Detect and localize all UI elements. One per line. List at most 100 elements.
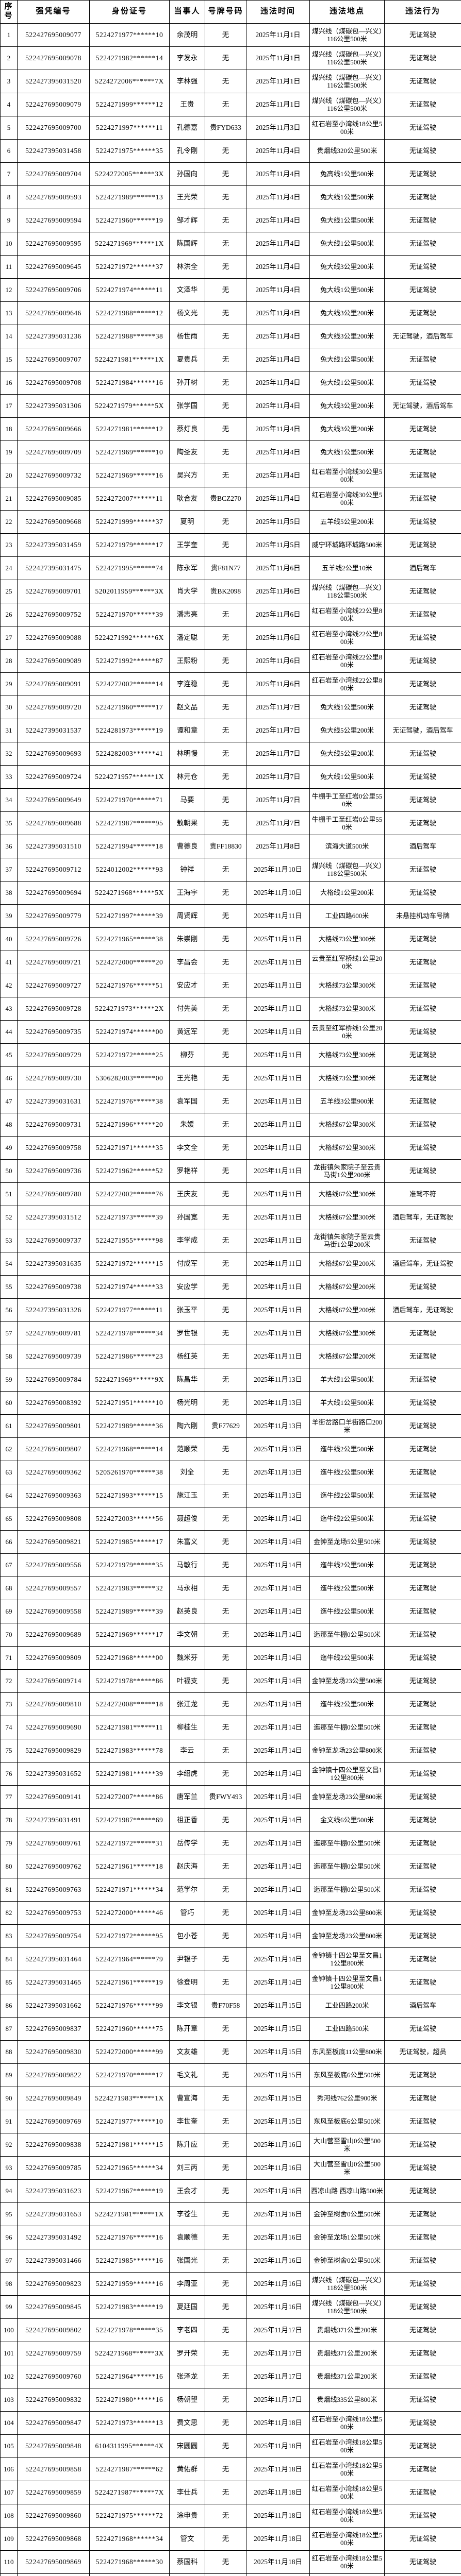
cell-violation-location: 兔大线1公里500米: [309, 278, 385, 302]
cell-violation-behavior: 无证驾驶: [384, 2156, 461, 2180]
cell-index: 26: [0, 603, 18, 626]
cell-violation-location: 兔大线3公里200米: [309, 325, 385, 348]
cell-id-number: 5224271973******13: [89, 2411, 170, 2435]
cell-index: 22: [0, 510, 18, 534]
cell-index: 4: [0, 93, 18, 116]
table-row: 75 522427695009829 5224271983******78 李云无 20…: [0, 1739, 461, 1762]
cell-id-number: 5224271976******99: [89, 1994, 170, 2018]
table-row: 30 522427695009720 5224271960******17 赵文品无 2…: [0, 696, 461, 719]
cell-violation-time: 2025年11月4日: [246, 440, 310, 464]
cell-plate-number: 无: [205, 1577, 246, 1600]
cell-index: 59: [0, 1368, 18, 1392]
cell-voucher-number: 522427695009808: [17, 1507, 90, 1531]
cell-index: 75: [0, 1739, 18, 1762]
cell-id-number: 5224271997******39: [89, 904, 170, 928]
table-row: 24 522427395031475 5224271995******74 陈永军 贵F…: [0, 556, 461, 580]
cell-violation-location: 贵烟线320公里500米: [309, 139, 385, 163]
cell-party-name: 谭和章: [169, 719, 205, 742]
cell-id-number: 5224271957******1X: [89, 765, 170, 789]
cell-violation-location: 红石岩至小湾线18公里500米: [309, 2550, 385, 2574]
cell-violation-time: 2025年11月4日: [246, 325, 310, 348]
cell-violation-behavior: 无证驾驶: [384, 46, 461, 70]
cell-voucher-number: 522427695009668: [17, 510, 90, 534]
cell-index: 19: [0, 440, 18, 464]
cell-plate-number: 无: [205, 510, 246, 534]
cell-party-name: 杨光明: [169, 1391, 205, 1415]
cell-voucher-number: 522427695009714: [17, 1669, 90, 1693]
cell-plate-number: 无: [205, 325, 246, 348]
cell-index: 80: [0, 1855, 18, 1878]
cell-id-number: 5224271965******38: [89, 927, 170, 951]
cell-violation-time: 2025年11月4日: [246, 464, 310, 487]
cell-party-name: 朱媛: [169, 1113, 205, 1137]
cell-index: 90: [0, 2087, 18, 2110]
cell-party-name: 付先美: [169, 997, 205, 1021]
cell-violation-behavior: 无证驾驶: [384, 2179, 461, 2203]
cell-plate-number: 无: [205, 2458, 246, 2481]
cell-violation-time: 2025年11月18日: [246, 2504, 310, 2528]
cell-violation-location: 红石岩至小湾线30公里500米: [309, 487, 385, 511]
table-row: 44 522427695009735 5224271974******00 黄远军无 2…: [0, 1020, 461, 1044]
cell-voucher-number: 522427695009752: [17, 603, 90, 626]
cell-voucher-number: 522427395031306: [17, 394, 90, 418]
cell-plate-number: 无: [205, 2156, 246, 2180]
cell-plate-number: 贵FYD633: [205, 116, 246, 140]
cell-index: 63: [0, 1461, 18, 1484]
cell-index: 25: [0, 580, 18, 603]
cell-id-number: 5224271955******98: [89, 1229, 170, 1252]
cell-violation-time: 2025年11月17日: [246, 2342, 310, 2365]
cell-voucher-number: 522427695009088: [17, 626, 90, 650]
cell-violation-time: 2025年11月11日: [246, 927, 310, 951]
cell-violation-time: 2025年11月4日: [246, 185, 310, 209]
cell-index: 6: [0, 139, 18, 163]
cell-violation-behavior: 无证驾驶: [384, 417, 461, 441]
cell-index: 42: [0, 974, 18, 997]
cell-violation-behavior: 无证驾驶: [384, 1669, 461, 1693]
cell-voucher-number: 522427695009706: [17, 278, 90, 302]
cell-violation-time: 2025年11月11日: [246, 997, 310, 1021]
cell-index: 62: [0, 1437, 18, 1461]
cell-violation-location: 兔大线1公里500米: [309, 209, 385, 232]
cell-violation-time: 2025年11月13日: [246, 1461, 310, 1484]
table-row: 36 522427395031510 5224271994******18 曹德良 贵F…: [0, 835, 461, 858]
cell-violation-time: 2025年11月7日: [246, 719, 310, 742]
header-violation-behavior: 违法行为: [384, 0, 461, 24]
cell-party-name: 柳芬: [169, 1043, 205, 1067]
cell-violation-location: 迤牛线2公里500米: [309, 1507, 385, 1531]
cell-party-name: 赵庆海: [169, 1855, 205, 1878]
cell-plate-number: 无: [205, 1368, 246, 1392]
cell-violation-behavior: 无证驾驶: [384, 70, 461, 93]
cell-violation-location: 大格线67公里300米: [309, 1113, 385, 1137]
cell-voucher-number: 522427695009845: [17, 2295, 90, 2319]
cell-party-name: 李仕兵: [169, 2481, 205, 2504]
cell-plate-number: 无: [205, 2434, 246, 2458]
cell-index: 53: [0, 1229, 18, 1252]
cell-index: 5: [0, 116, 18, 140]
cell-plate-number: 无: [205, 2272, 246, 2296]
cell-violation-behavior: 无证驾驶，酒后驾车: [384, 394, 461, 418]
cell-party-name: 马要: [169, 788, 205, 812]
cell-party-name: 赵英良: [169, 1600, 205, 1623]
cell-voucher-number: 522427395031537: [17, 719, 90, 742]
header-voucher-number: 强凭编号: [17, 0, 90, 24]
cell-violation-time: 2025年11月16日: [246, 2133, 310, 2157]
cell-violation-behavior: 未悬挂机动车号牌: [384, 904, 461, 928]
cell-plate-number: 无: [205, 348, 246, 371]
cell-party-name: 杨世雨: [169, 325, 205, 348]
cell-plate-number: 无: [205, 1391, 246, 1415]
cell-index: 30: [0, 696, 18, 719]
cell-violation-behavior: 无证驾驶: [384, 2388, 461, 2412]
cell-violation-behavior: 无证驾驶: [384, 209, 461, 232]
cell-violation-behavior: 无证驾驶: [384, 1136, 461, 1160]
cell-violation-behavior: 无证驾驶: [384, 1414, 461, 1438]
cell-index: 98: [0, 2272, 18, 2296]
cell-violation-time: 2025年11月14日: [246, 1507, 310, 1531]
table-row: 65 522427695009808 5224272003******56 聂超俊无 2…: [0, 1507, 461, 1531]
cell-plate-number: 无: [205, 927, 246, 951]
cell-id-number: 5224271969******9X: [89, 1368, 170, 1392]
cell-voucher-number: 522427395031652: [17, 1762, 90, 1786]
cell-voucher-number: 522427695009712: [17, 858, 90, 882]
cell-plate-number: 无: [205, 2017, 246, 2041]
table-row: 15 522427695009707 5224271981******1X 夏贵兵无 2…: [0, 348, 461, 371]
cell-id-number: 5224271999******12: [89, 93, 170, 116]
